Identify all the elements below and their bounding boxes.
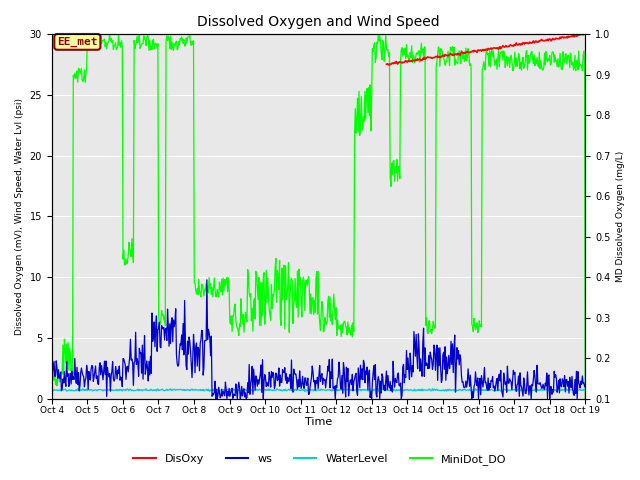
Y-axis label: Dissolved Oxygen (mV), Wind Speed, Water Lvl (psi): Dissolved Oxygen (mV), Wind Speed, Water…: [15, 98, 24, 335]
Legend: DisOxy, ws, WaterLevel, MiniDot_DO: DisOxy, ws, WaterLevel, MiniDot_DO: [129, 450, 511, 469]
X-axis label: Time: Time: [305, 417, 332, 427]
Y-axis label: MD Dissolved Oxygen (mg/L): MD Dissolved Oxygen (mg/L): [616, 151, 625, 282]
Text: EE_met: EE_met: [57, 37, 98, 47]
Title: Dissolved Oxygen and Wind Speed: Dissolved Oxygen and Wind Speed: [197, 15, 440, 29]
